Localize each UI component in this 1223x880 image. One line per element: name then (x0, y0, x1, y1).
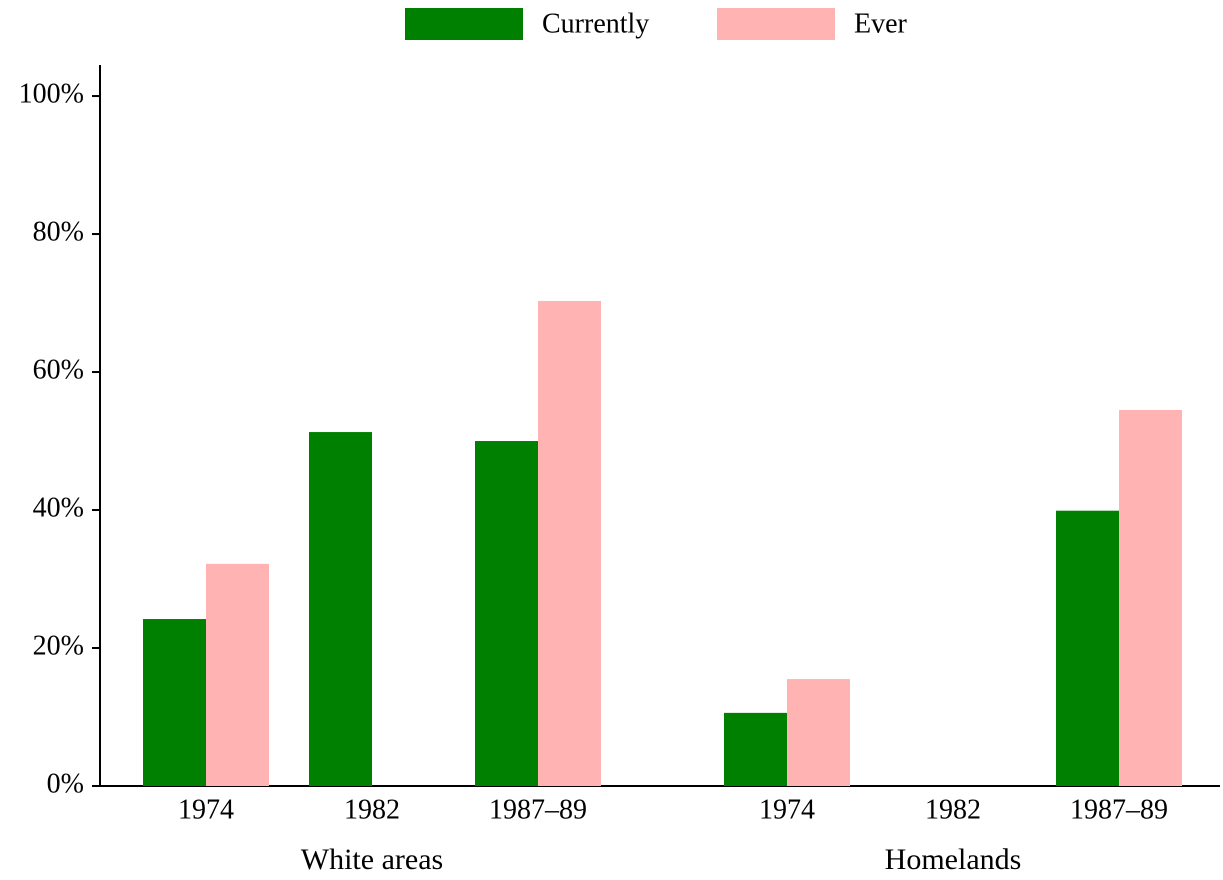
bar (1056, 510, 1119, 786)
x-tick-label: 1987–89 (1070, 794, 1168, 825)
x-tick-label: 1982 (925, 794, 981, 825)
legend-swatch (717, 8, 835, 40)
group-label: White areas (301, 843, 443, 876)
x-tick-label: 1974 (759, 794, 815, 825)
legend-swatch (405, 8, 523, 40)
bar (724, 712, 787, 786)
bar (1119, 409, 1182, 786)
bar (143, 619, 206, 786)
y-tick-label: 60% (33, 354, 84, 385)
bar (309, 432, 372, 786)
bar (787, 679, 850, 786)
y-tick-label: 100% (19, 78, 84, 109)
x-tick-label: 1982 (344, 794, 400, 825)
bar (538, 300, 601, 786)
x-tick-label: 1987–89 (489, 794, 587, 825)
y-tick-label: 80% (33, 216, 84, 247)
group-label: Homelands (885, 843, 1022, 876)
x-tick-label: 1974 (178, 794, 234, 825)
bar (475, 441, 538, 786)
legend-label: Ever (854, 8, 908, 39)
legend-label: Currently (542, 8, 649, 39)
y-tick-label: 40% (33, 492, 84, 523)
bar (206, 563, 269, 786)
y-tick-label: 0% (47, 768, 84, 799)
y-tick-label: 20% (33, 630, 84, 661)
